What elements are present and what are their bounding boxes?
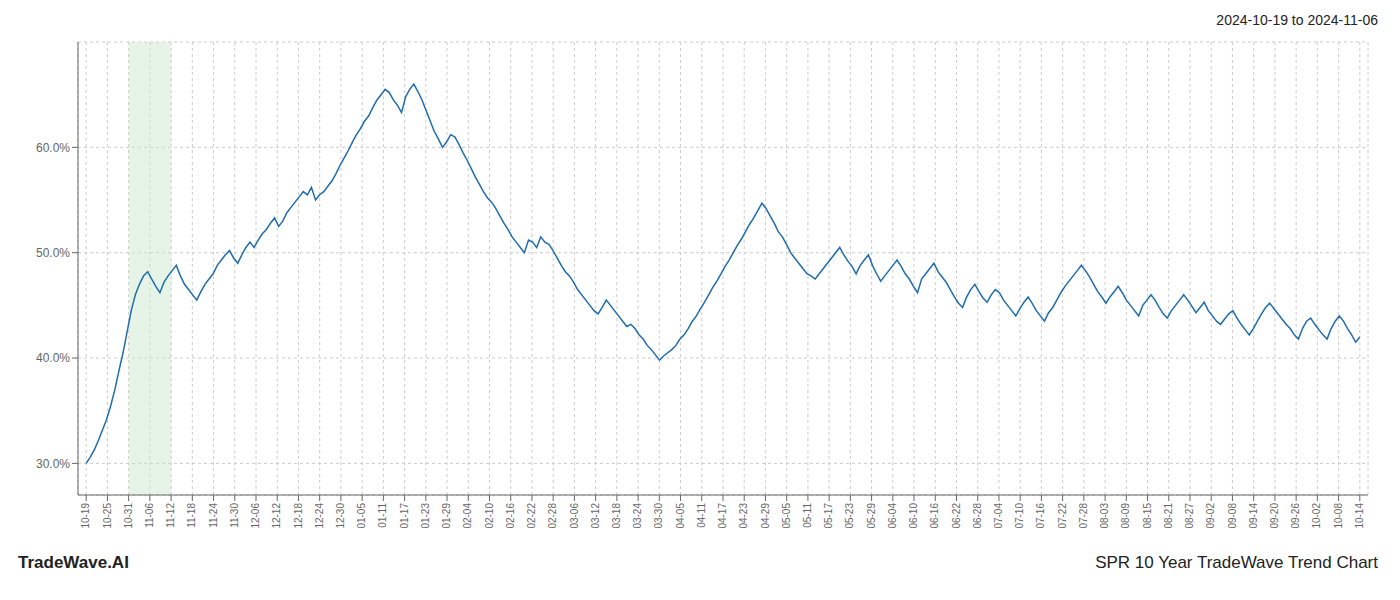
svg-text:07-16: 07-16 bbox=[1036, 503, 1047, 529]
svg-text:06-22: 06-22 bbox=[951, 503, 962, 529]
svg-text:04-23: 04-23 bbox=[738, 503, 749, 529]
svg-text:40.0%: 40.0% bbox=[36, 351, 70, 365]
svg-text:12-12: 12-12 bbox=[271, 503, 282, 529]
svg-text:07-22: 07-22 bbox=[1057, 503, 1068, 529]
svg-text:09-14: 09-14 bbox=[1248, 503, 1259, 529]
svg-text:06-04: 06-04 bbox=[887, 503, 898, 529]
svg-text:12-24: 12-24 bbox=[314, 503, 325, 529]
svg-text:01-11: 01-11 bbox=[377, 503, 388, 528]
html-text:2024-10-19 to 2024-11-06: 2024-10-19 to 2024-11-06 bbox=[1216, 12, 1378, 28]
svg-text:50.0%: 50.0% bbox=[36, 246, 70, 260]
svg-text:11-24: 11-24 bbox=[208, 503, 219, 528]
svg-text:03-06: 03-06 bbox=[569, 503, 580, 529]
svg-text:07-04: 07-04 bbox=[993, 503, 1004, 529]
svg-text:03-30: 03-30 bbox=[653, 503, 664, 529]
svg-text:09-20: 09-20 bbox=[1269, 503, 1280, 529]
svg-text:09-26: 09-26 bbox=[1290, 503, 1301, 529]
svg-text:02-28: 02-28 bbox=[547, 503, 558, 529]
svg-text:10-14: 10-14 bbox=[1354, 503, 1365, 529]
svg-text:09-08: 09-08 bbox=[1227, 503, 1238, 529]
svg-text:10-31: 10-31 bbox=[123, 503, 134, 529]
svg-text:04-29: 04-29 bbox=[760, 503, 771, 529]
svg-text:10-19: 10-19 bbox=[80, 503, 91, 529]
svg-text:03-24: 03-24 bbox=[632, 503, 643, 529]
svg-text:10-02: 10-02 bbox=[1311, 503, 1322, 529]
svg-text:05-23: 05-23 bbox=[844, 503, 855, 529]
svg-text:04-11: 04-11 bbox=[696, 503, 707, 528]
svg-text:12-30: 12-30 bbox=[335, 503, 346, 529]
svg-text:03-18: 03-18 bbox=[611, 503, 622, 529]
html-text:TradeWave.AI: TradeWave.AI bbox=[18, 553, 129, 572]
svg-text:08-03: 08-03 bbox=[1099, 503, 1110, 529]
svg-text:02-04: 02-04 bbox=[462, 503, 473, 529]
svg-text:09-02: 09-02 bbox=[1205, 503, 1216, 529]
svg-text:02-16: 02-16 bbox=[505, 503, 516, 529]
svg-text:06-16: 06-16 bbox=[929, 503, 940, 529]
svg-text:08-21: 08-21 bbox=[1163, 503, 1174, 529]
svg-text:05-05: 05-05 bbox=[781, 503, 792, 529]
svg-text:04-17: 04-17 bbox=[717, 503, 728, 529]
svg-text:11-30: 11-30 bbox=[229, 503, 240, 528]
svg-text:05-17: 05-17 bbox=[823, 503, 834, 529]
svg-text:01-17: 01-17 bbox=[399, 503, 410, 529]
svg-text:04-05: 04-05 bbox=[675, 503, 686, 529]
svg-text:11-06: 11-06 bbox=[144, 503, 155, 528]
svg-text:11-12: 11-12 bbox=[165, 503, 176, 528]
svg-text:07-28: 07-28 bbox=[1078, 503, 1089, 529]
svg-text:08-27: 08-27 bbox=[1184, 503, 1195, 529]
svg-text:30.0%: 30.0% bbox=[36, 457, 70, 471]
svg-text:02-22: 02-22 bbox=[526, 503, 537, 529]
svg-text:08-15: 08-15 bbox=[1142, 503, 1153, 529]
svg-text:10-08: 10-08 bbox=[1333, 503, 1344, 529]
svg-text:06-28: 06-28 bbox=[972, 503, 983, 529]
svg-text:05-11: 05-11 bbox=[802, 503, 813, 528]
svg-text:08-09: 08-09 bbox=[1120, 503, 1131, 529]
svg-text:07-10: 07-10 bbox=[1014, 503, 1025, 529]
svg-text:06-10: 06-10 bbox=[908, 503, 919, 529]
svg-text:12-06: 12-06 bbox=[250, 503, 261, 529]
svg-text:05-29: 05-29 bbox=[866, 503, 877, 529]
svg-text:10-25: 10-25 bbox=[102, 503, 113, 529]
svg-text:11-18: 11-18 bbox=[186, 503, 197, 528]
html-text:SPR 10 Year TradeWave Trend Ch: SPR 10 Year TradeWave Trend Chart bbox=[1095, 553, 1378, 572]
svg-text:60.0%: 60.0% bbox=[36, 141, 70, 155]
svg-text:01-05: 01-05 bbox=[356, 503, 367, 529]
svg-text:02-10: 02-10 bbox=[484, 503, 495, 529]
svg-text:12-18: 12-18 bbox=[293, 503, 304, 529]
svg-text:03-12: 03-12 bbox=[590, 503, 601, 529]
svg-text:01-23: 01-23 bbox=[420, 503, 431, 529]
svg-text:01-29: 01-29 bbox=[441, 503, 452, 529]
